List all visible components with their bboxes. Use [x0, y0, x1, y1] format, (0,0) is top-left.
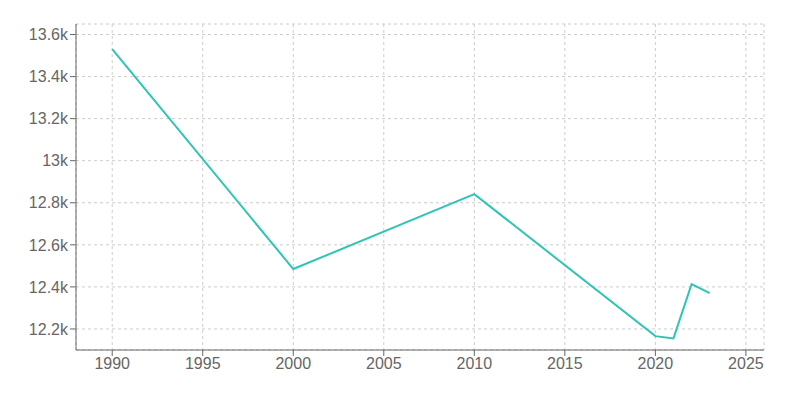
svg-text:12.4k: 12.4k — [29, 279, 69, 296]
svg-text:13k: 13k — [42, 152, 69, 169]
svg-text:2000: 2000 — [275, 355, 311, 372]
svg-text:12.6k: 12.6k — [29, 237, 69, 254]
svg-text:2010: 2010 — [457, 355, 493, 372]
svg-text:13.2k: 13.2k — [29, 110, 69, 127]
svg-text:2005: 2005 — [366, 355, 402, 372]
svg-text:13.6k: 13.6k — [29, 26, 69, 43]
svg-text:13.4k: 13.4k — [29, 68, 69, 85]
svg-text:2020: 2020 — [638, 355, 674, 372]
svg-text:2025: 2025 — [728, 355, 764, 372]
svg-text:12.2k: 12.2k — [29, 321, 69, 338]
svg-text:1990: 1990 — [94, 355, 130, 372]
svg-text:12.8k: 12.8k — [29, 194, 69, 211]
svg-text:1995: 1995 — [185, 355, 221, 372]
svg-text:2015: 2015 — [547, 355, 583, 372]
